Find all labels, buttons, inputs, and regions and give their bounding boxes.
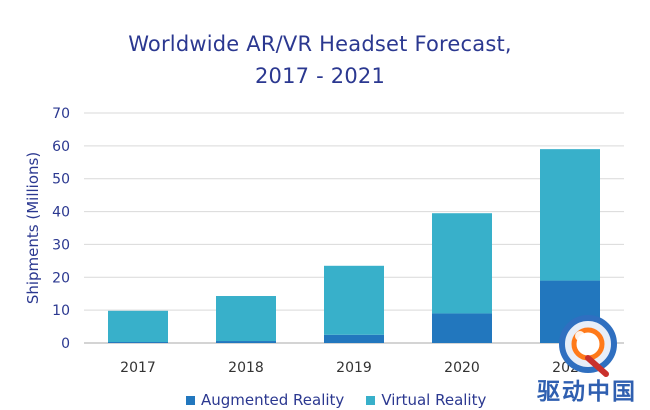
bar-vr-2018 xyxy=(216,296,276,342)
chart-legend: Augmented Reality Virtual Reality xyxy=(186,390,486,410)
y-tick-label: 60 xyxy=(52,139,70,155)
legend-swatch-ar xyxy=(186,395,195,405)
y-tick-label: 10 xyxy=(52,303,70,319)
legend-label-ar: Augmented Reality xyxy=(201,391,345,409)
y-tick-label: 0 xyxy=(61,336,70,352)
legend-swatch-vr xyxy=(366,395,376,405)
bar-ar-2018 xyxy=(216,341,276,343)
chart-title-line-1: Worldwide AR/VR Headset Forecast, xyxy=(128,32,512,56)
bar-vr-2020 xyxy=(432,213,492,314)
legend-item-vr: Virtual Reality xyxy=(366,391,486,409)
x-tick-label: 2019 xyxy=(336,360,372,376)
bar-ar-2020 xyxy=(432,313,492,343)
x-tick-label: 2020 xyxy=(444,360,480,376)
y-tick-label: 30 xyxy=(52,237,70,253)
legend-label-vr: Virtual Reality xyxy=(381,391,487,409)
watermark-text: 驱动中国 xyxy=(537,379,637,406)
bar-vr-2021 xyxy=(540,149,600,281)
x-tick-label: 2018 xyxy=(228,360,264,376)
watermark-icon xyxy=(559,315,617,377)
bar-vr-2019 xyxy=(324,265,384,335)
bar-ar-2017 xyxy=(108,342,168,343)
y-tick-label: 20 xyxy=(52,270,70,286)
y-tick-label: 40 xyxy=(52,205,70,221)
y-axis-label: Shipments (Millions) xyxy=(24,152,42,304)
x-tick-label: 2017 xyxy=(120,360,156,376)
bar-ar-2019 xyxy=(324,334,384,343)
y-tick-label: 70 xyxy=(52,106,70,122)
legend-item-ar: Augmented Reality xyxy=(186,391,344,409)
y-tick-label: 50 xyxy=(52,172,70,188)
bar-vr-2017 xyxy=(108,310,168,343)
chart-title-line-2: 2017 - 2021 xyxy=(254,64,385,88)
watermark-logo: 驱动中国 xyxy=(526,312,648,408)
